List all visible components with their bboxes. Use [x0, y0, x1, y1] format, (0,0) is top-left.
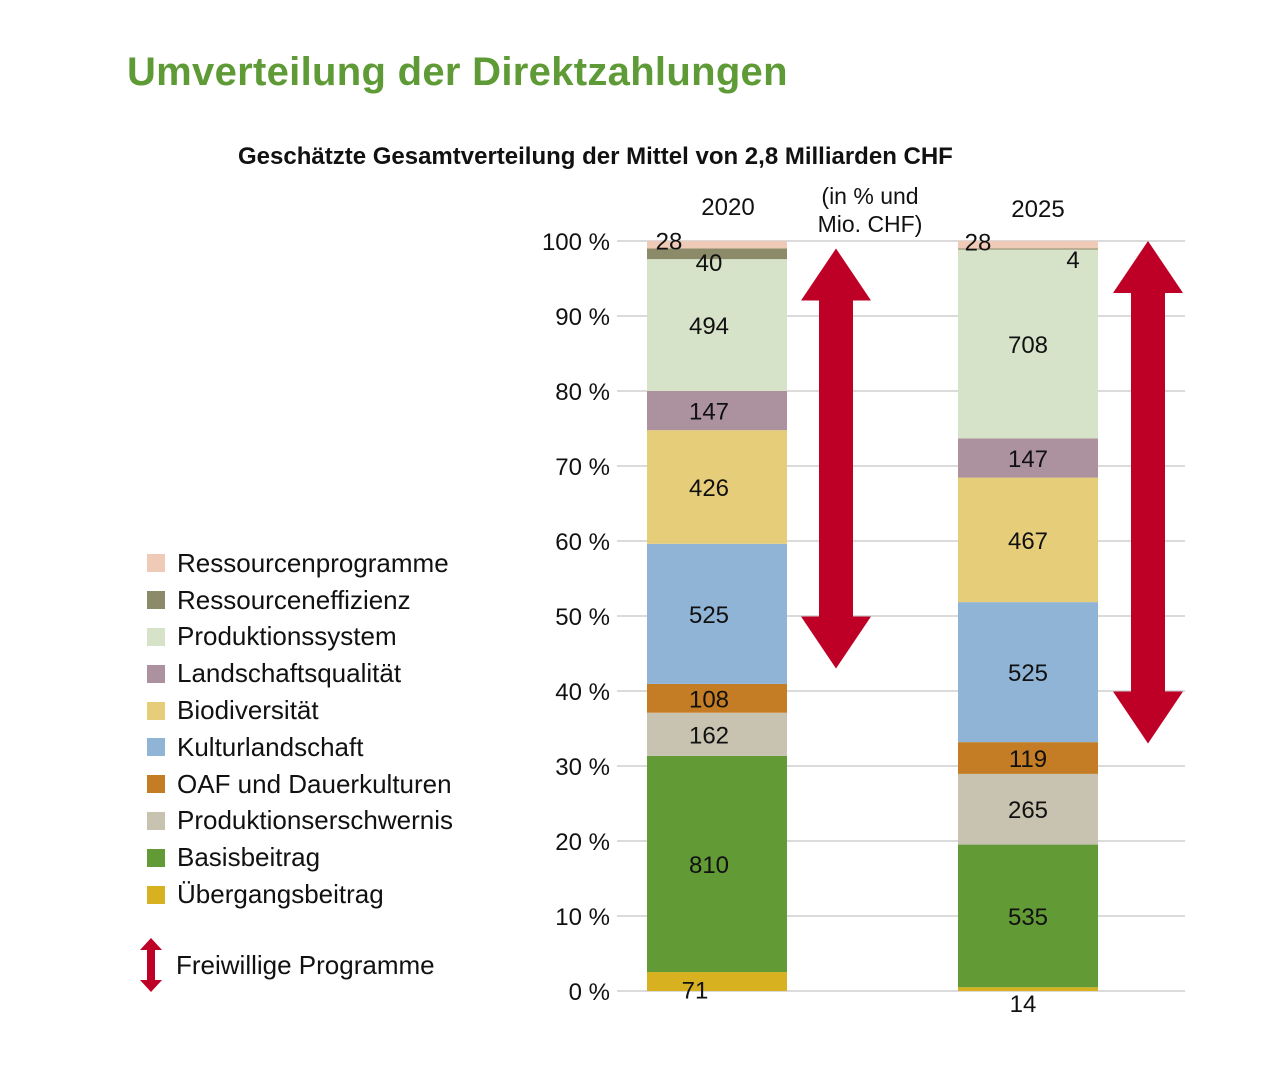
- legend-swatch: [147, 738, 165, 757]
- bar-segment: [958, 248, 1098, 250]
- legend-label: Übergangsbeitrag: [177, 879, 384, 910]
- data-label: 265: [1008, 797, 1048, 824]
- data-label: 4: [1066, 247, 1079, 274]
- legend-item: Biodiversität: [147, 692, 453, 729]
- legend-label: Kulturlandschaft: [177, 731, 364, 762]
- legend-swatch: [147, 885, 165, 904]
- legend-swatch: [147, 811, 165, 830]
- data-label: 525: [1008, 660, 1048, 687]
- y-tick-label: 80 %: [555, 379, 610, 406]
- legend-swatch: [147, 775, 165, 794]
- bar-segment: [647, 241, 787, 249]
- chart-title: Geschätzte Gesamtverteilung der Mittel v…: [238, 143, 953, 170]
- double-arrow-icon: [1113, 241, 1183, 744]
- legend-item: Ressourceneffizienz: [147, 582, 453, 619]
- y-tick-label: 60 %: [555, 529, 610, 556]
- y-tick-label: 0 %: [569, 979, 610, 1006]
- page-title: Umverteilung der Direktzahlungen: [127, 50, 788, 94]
- bar-segment: [647, 683, 787, 713]
- y-tick-label: 40 %: [555, 679, 610, 706]
- bar-segment: [958, 241, 1098, 249]
- data-label: 708: [1008, 332, 1048, 359]
- legend-label: Biodiversität: [177, 695, 319, 726]
- data-label: 494: [689, 313, 729, 340]
- data-label: 525: [689, 602, 729, 629]
- data-label: 535: [1008, 904, 1048, 931]
- data-label: 28: [965, 230, 992, 257]
- data-label: 71: [682, 978, 709, 1005]
- legend-label: Produktionssystem: [177, 621, 397, 652]
- bar-segment: [958, 602, 1098, 743]
- bar-segment: [647, 755, 787, 973]
- data-label: 40: [696, 250, 723, 277]
- bar-segment: [958, 844, 1098, 988]
- unit-note: (in % und: [821, 183, 918, 209]
- legend-swatch: [147, 848, 165, 867]
- y-tick-label: 10 %: [555, 904, 610, 931]
- data-label: 810: [689, 852, 729, 879]
- legend-item: Basisbeitrag: [147, 839, 453, 876]
- bar-segment: [647, 248, 787, 260]
- legend-item-freiwillige-programme: Freiwillige Programme: [140, 938, 435, 992]
- unit-note: Mio. CHF): [818, 211, 923, 237]
- data-label: 108: [689, 686, 729, 713]
- legend-item: Landschaftsqualität: [147, 655, 453, 692]
- data-label: 467: [1008, 528, 1048, 555]
- bar-segment: [647, 430, 787, 544]
- bar-segment: [647, 972, 787, 991]
- data-label: 14: [1010, 991, 1037, 1018]
- bar-segment: [647, 390, 787, 431]
- legend-swatch: [147, 554, 165, 573]
- data-label: 119: [1009, 746, 1047, 773]
- legend-label: Landschaftsqualität: [177, 658, 402, 689]
- bar-segment: [647, 543, 787, 684]
- data-label: 162: [689, 722, 729, 749]
- y-tick-label: 100 %: [542, 229, 610, 256]
- bar-segment: [958, 249, 1098, 439]
- y-tick-label: 20 %: [555, 829, 610, 856]
- legend-swatch: [147, 701, 165, 720]
- data-label: 147: [689, 399, 729, 426]
- bar-segment: [647, 259, 787, 391]
- legend-label: Ressourcenprogramme: [177, 547, 449, 578]
- legend-label: Basisbeitrag: [177, 842, 321, 873]
- legend-item: Produktionssystem: [147, 619, 453, 656]
- y-tick-label: 90 %: [555, 304, 610, 331]
- bar-segment: [958, 773, 1098, 845]
- legend-label: Ressourceneffizienz: [177, 584, 411, 615]
- legend-swatch: [147, 664, 165, 683]
- y-tick-label: 30 %: [555, 754, 610, 781]
- legend-label: Produktionserschwernis: [177, 805, 454, 836]
- legend-swatch: [147, 591, 165, 610]
- bar-segment: [958, 987, 1098, 991]
- bar-segment: [958, 477, 1098, 603]
- legend-item: OAF und Dauerkulturen: [147, 766, 453, 803]
- legend-item: Ressourcenprogramme: [147, 545, 453, 582]
- double-arrow-icon: [801, 248, 871, 669]
- y-tick-label: 50 %: [555, 604, 610, 631]
- bar-segment: [958, 438, 1098, 478]
- bar-segment: [647, 712, 787, 756]
- legend-label: OAF und Dauerkulturen: [177, 768, 452, 799]
- legend: Ressourcenprogramme Ressourceneffizienz Pr…: [147, 545, 453, 913]
- legend-item: Kulturlandschaft: [147, 729, 453, 766]
- data-label: 426: [689, 475, 729, 502]
- legend-label: Freiwillige Programme: [176, 949, 435, 980]
- legend-swatch: [147, 627, 165, 646]
- y-tick-label: 70 %: [555, 454, 610, 481]
- x-category-label: 2020: [701, 194, 754, 221]
- data-label: 28: [656, 229, 683, 256]
- legend-item: Produktionserschwernis: [147, 803, 453, 840]
- double-arrow-icon: [140, 938, 162, 992]
- x-category-label: 2025: [1011, 196, 1064, 223]
- legend-item: Übergangsbeitrag: [147, 876, 453, 913]
- data-label: 147: [1008, 446, 1048, 473]
- bar-segment: [958, 742, 1098, 774]
